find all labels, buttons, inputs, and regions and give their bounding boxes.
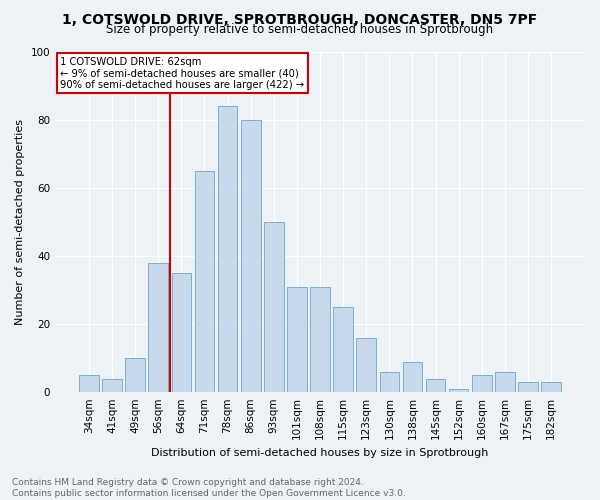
Bar — [310, 286, 330, 392]
Bar — [356, 338, 376, 392]
Bar — [241, 120, 260, 392]
Bar — [426, 378, 445, 392]
Text: Contains HM Land Registry data © Crown copyright and database right 2024.
Contai: Contains HM Land Registry data © Crown c… — [12, 478, 406, 498]
Bar — [102, 378, 122, 392]
Text: 1 COTSWOLD DRIVE: 62sqm
← 9% of semi-detached houses are smaller (40)
90% of sem: 1 COTSWOLD DRIVE: 62sqm ← 9% of semi-det… — [61, 56, 304, 90]
Bar — [380, 372, 399, 392]
Bar — [403, 362, 422, 392]
Text: Size of property relative to semi-detached houses in Sprotbrough: Size of property relative to semi-detach… — [106, 22, 494, 36]
Bar — [148, 262, 168, 392]
Bar — [449, 389, 469, 392]
Bar — [287, 286, 307, 392]
Bar — [218, 106, 238, 392]
Bar — [495, 372, 515, 392]
Bar — [79, 375, 99, 392]
Bar — [518, 382, 538, 392]
Bar — [125, 358, 145, 392]
Bar — [472, 375, 491, 392]
Text: 1, COTSWOLD DRIVE, SPROTBROUGH, DONCASTER, DN5 7PF: 1, COTSWOLD DRIVE, SPROTBROUGH, DONCASTE… — [62, 12, 538, 26]
Bar — [172, 273, 191, 392]
Bar — [194, 170, 214, 392]
X-axis label: Distribution of semi-detached houses by size in Sprotbrough: Distribution of semi-detached houses by … — [151, 448, 489, 458]
Bar — [334, 307, 353, 392]
Y-axis label: Number of semi-detached properties: Number of semi-detached properties — [15, 119, 25, 325]
Bar — [541, 382, 561, 392]
Bar — [264, 222, 284, 392]
